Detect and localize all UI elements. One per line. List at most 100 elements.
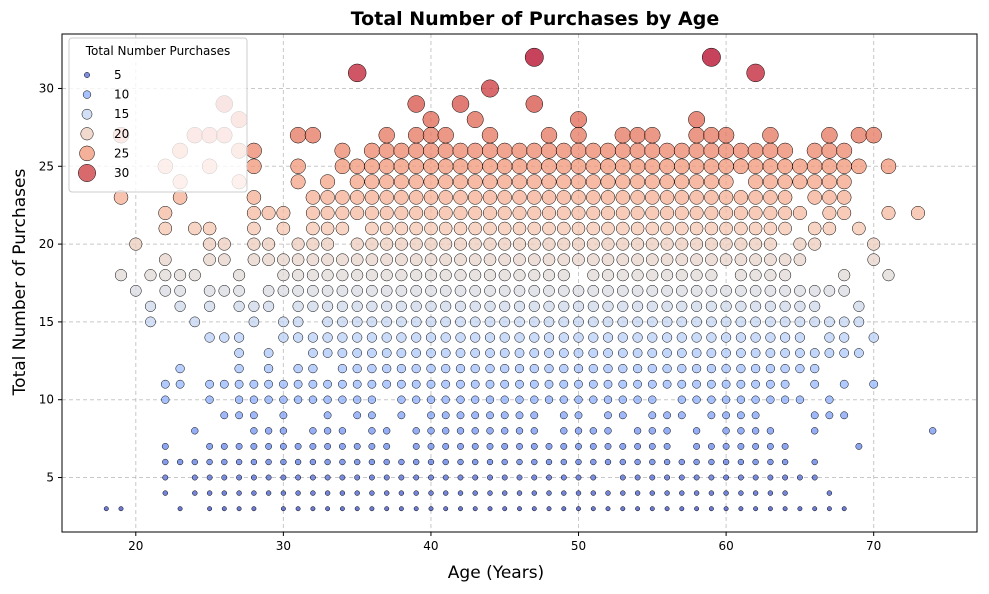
scatter-point bbox=[397, 395, 406, 404]
scatter-point bbox=[188, 269, 201, 282]
scatter-point bbox=[321, 284, 334, 297]
scatter-point bbox=[587, 269, 600, 282]
scatter-point bbox=[765, 316, 776, 328]
scatter-point bbox=[423, 158, 439, 175]
scatter-point bbox=[736, 379, 746, 389]
scatter-point bbox=[397, 379, 406, 389]
scatter-point bbox=[764, 284, 777, 297]
scatter-point bbox=[467, 142, 484, 159]
scatter-point bbox=[750, 332, 761, 343]
scatter-point bbox=[457, 474, 464, 481]
scatter-point bbox=[334, 142, 351, 159]
scatter-point bbox=[206, 490, 213, 496]
scatter-point bbox=[498, 269, 511, 282]
scatter-point bbox=[660, 205, 675, 221]
scatter-point bbox=[366, 284, 378, 297]
scatter-point bbox=[664, 506, 670, 512]
scatter-point bbox=[821, 142, 838, 159]
scatter-point bbox=[738, 490, 744, 496]
legend-marker bbox=[78, 164, 96, 182]
scatter-point bbox=[575, 474, 582, 481]
scatter-point bbox=[144, 269, 157, 282]
scatter-point bbox=[570, 158, 587, 175]
scatter-point bbox=[677, 379, 687, 389]
scatter-point bbox=[585, 142, 602, 159]
scatter-point bbox=[263, 300, 275, 312]
scatter-point bbox=[324, 474, 331, 481]
scatter-point bbox=[691, 316, 702, 328]
scatter-point bbox=[233, 269, 246, 282]
scatter-point bbox=[515, 411, 524, 420]
scatter-point bbox=[882, 269, 895, 282]
scatter-point bbox=[516, 458, 523, 466]
scatter-point bbox=[544, 379, 554, 389]
scatter-point bbox=[245, 142, 262, 159]
scatter-point bbox=[411, 363, 421, 374]
scatter-point bbox=[161, 395, 170, 404]
scatter-point bbox=[688, 158, 705, 175]
scatter-point bbox=[541, 158, 557, 175]
scatter-point bbox=[632, 332, 643, 343]
scatter-point bbox=[262, 253, 275, 266]
scatter-point bbox=[853, 316, 865, 328]
scatter-point bbox=[351, 316, 363, 328]
scatter-point bbox=[812, 506, 818, 512]
scatter-point bbox=[512, 205, 527, 221]
scatter-point bbox=[307, 332, 318, 343]
scatter-point bbox=[588, 348, 599, 358]
scatter-point bbox=[437, 142, 454, 159]
scatter-point bbox=[708, 506, 714, 512]
x-tick-label: 30 bbox=[276, 539, 291, 553]
scatter-point bbox=[631, 237, 645, 251]
scatter-point bbox=[673, 142, 690, 159]
scatter-point bbox=[425, 300, 437, 312]
scatter-point bbox=[161, 442, 169, 450]
scatter-point bbox=[557, 221, 571, 236]
scatter-point bbox=[763, 221, 778, 236]
scatter-point bbox=[543, 284, 555, 297]
scatter-point bbox=[189, 316, 201, 328]
legend-marker bbox=[79, 145, 95, 162]
scatter-point bbox=[677, 395, 686, 404]
scatter-point bbox=[678, 474, 685, 481]
scatter-point bbox=[234, 395, 244, 404]
scatter-point bbox=[838, 269, 851, 282]
scatter-point bbox=[735, 316, 747, 328]
scatter-point bbox=[619, 474, 626, 481]
scatter-point bbox=[453, 205, 468, 221]
scatter-point bbox=[571, 237, 586, 251]
scatter-point bbox=[336, 300, 348, 312]
scatter-point bbox=[220, 411, 229, 420]
scatter-point bbox=[310, 506, 316, 512]
scatter-point bbox=[367, 363, 377, 374]
scatter-point bbox=[589, 395, 598, 404]
scatter-point bbox=[383, 427, 391, 435]
scatter-point bbox=[616, 269, 629, 282]
scatter-point bbox=[526, 158, 543, 175]
scatter-point bbox=[629, 158, 646, 175]
scatter-point bbox=[413, 458, 420, 466]
scatter-point bbox=[334, 158, 351, 175]
scatter-point bbox=[306, 237, 320, 251]
scatter-point bbox=[737, 442, 745, 450]
scatter-point bbox=[663, 411, 671, 420]
scatter-point bbox=[207, 506, 213, 512]
scatter-point bbox=[396, 316, 407, 328]
scatter-point bbox=[498, 253, 511, 266]
scatter-point bbox=[692, 427, 701, 435]
scatter-point bbox=[604, 442, 612, 450]
scatter-point bbox=[513, 253, 526, 266]
scatter-point bbox=[162, 458, 169, 466]
scatter-point bbox=[821, 158, 838, 175]
scatter-point bbox=[723, 506, 729, 512]
scatter-point bbox=[867, 237, 881, 251]
scatter-point bbox=[499, 332, 510, 343]
scatter-point bbox=[615, 190, 631, 205]
scatter-point bbox=[144, 300, 157, 312]
scatter-point bbox=[481, 126, 499, 144]
scatter-point bbox=[530, 442, 538, 450]
scatter-point bbox=[294, 458, 302, 466]
scatter-point bbox=[398, 474, 405, 481]
scatter-point bbox=[453, 221, 468, 236]
scatter-point bbox=[409, 205, 424, 221]
